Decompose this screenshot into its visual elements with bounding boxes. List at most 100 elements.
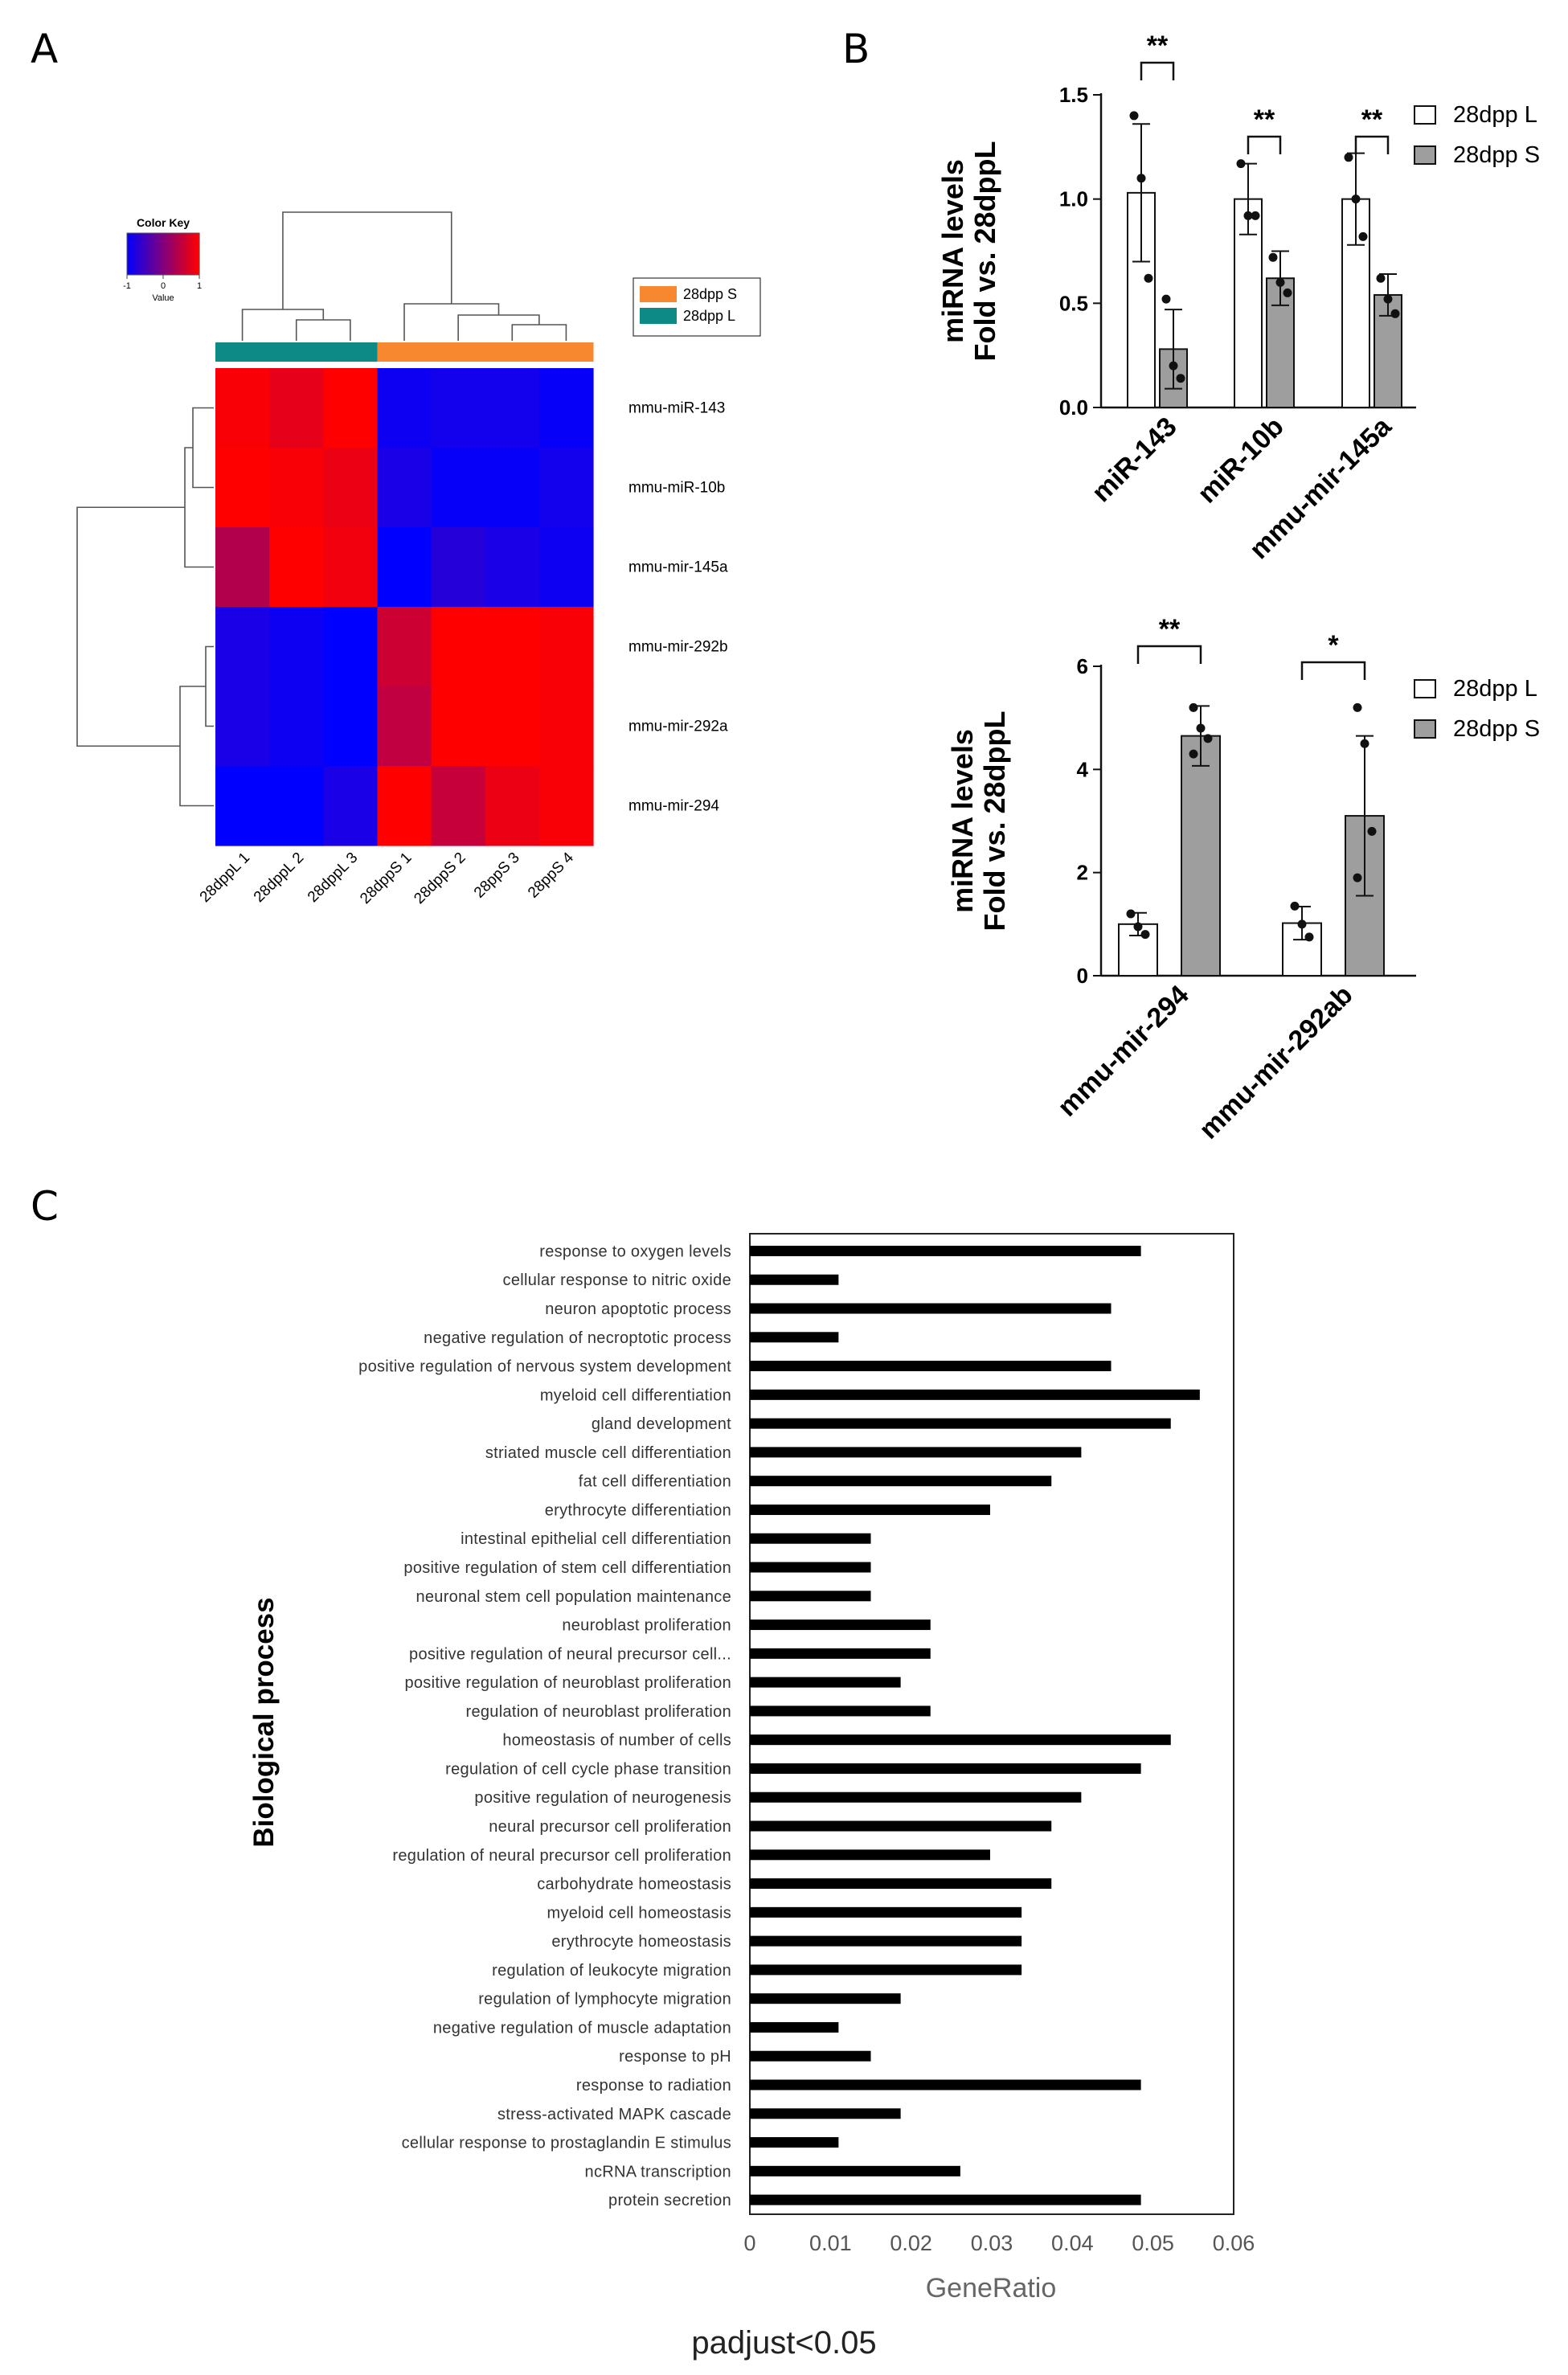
y-tick-label: 6 xyxy=(1077,654,1088,678)
panel-label-b: B xyxy=(842,26,870,72)
go-bar xyxy=(750,1734,1171,1746)
go-bar xyxy=(750,1791,1082,1803)
color-key-swatch xyxy=(172,233,174,275)
go-bar xyxy=(750,2108,901,2119)
data-point xyxy=(1344,153,1353,162)
heatmap-cell xyxy=(431,686,486,767)
color-key-swatch xyxy=(175,233,178,275)
heatmap-cell xyxy=(215,766,270,846)
data-point xyxy=(1169,361,1178,371)
color-key-swatch xyxy=(149,233,152,275)
data-point xyxy=(1136,174,1146,183)
significance-bracket xyxy=(1140,61,1175,80)
y-tick-label: 2 xyxy=(1077,861,1088,885)
heatmap-cell xyxy=(538,686,594,767)
go-term-label: response to oxygen levels xyxy=(539,1243,731,1260)
data-point xyxy=(1383,294,1393,304)
heatmap-cell xyxy=(215,368,270,448)
color-key-title: Color Key xyxy=(137,216,190,229)
row-dendrogram-branch xyxy=(179,686,214,807)
color-key-swatch xyxy=(137,233,139,275)
color-key-swatch xyxy=(182,233,184,275)
color-key-swatch xyxy=(164,233,166,275)
color-key-swatch xyxy=(154,233,157,275)
row-dendrogram-branch xyxy=(184,447,214,568)
heatmap-row-label: mmu-mir-294 xyxy=(628,798,719,815)
color-key-swatch xyxy=(145,233,147,275)
heatmap-cell xyxy=(269,607,324,687)
go-bar xyxy=(750,1274,839,1285)
heatmap-row-label: mmu-miR-143 xyxy=(628,400,725,417)
x-category-label: mmu-mir-294 xyxy=(1052,980,1195,1123)
x-tick-label: 0 xyxy=(743,2231,755,2255)
row-dendrogram-root xyxy=(76,506,185,747)
go-bar xyxy=(750,1705,931,1717)
heatmap-cell xyxy=(538,607,594,687)
color-key-swatch xyxy=(148,233,150,275)
legend-swatch xyxy=(1414,145,1436,165)
group-bar-segment xyxy=(377,342,432,362)
go-bar xyxy=(750,1361,1112,1372)
data-point xyxy=(1243,211,1253,220)
data-point xyxy=(1133,922,1143,932)
go-bar xyxy=(750,1964,1022,1976)
y-tick-label: 0.5 xyxy=(1059,291,1088,315)
color-key-swatch xyxy=(143,233,145,275)
heatmap-cell xyxy=(215,448,270,528)
heatmap-row-label: mmu-mir-292a xyxy=(628,719,728,735)
go-bar xyxy=(750,1245,1141,1256)
color-key-swatch xyxy=(135,233,137,275)
color-key-swatch xyxy=(146,233,149,275)
column-dendrogram-branch xyxy=(295,319,351,341)
data-point xyxy=(1297,919,1307,929)
go-term-label: erythrocyte differentiation xyxy=(545,1501,731,1519)
data-point xyxy=(1236,159,1246,169)
color-key-swatch xyxy=(133,233,136,275)
go-bar xyxy=(750,2137,839,2148)
color-key-swatch xyxy=(158,233,160,275)
heatmap-panel: Color Key -1 0 1 Value mmu-miR-143 mmu-miR-10b… xyxy=(76,211,761,907)
data-point xyxy=(1189,702,1198,712)
go-term-label: ncRNA transcription xyxy=(585,2163,731,2180)
color-key-swatch xyxy=(132,233,134,275)
padjust-footer: padjust<0.05 xyxy=(691,2325,877,2361)
y-axis-label: miRNA levels xyxy=(936,159,969,343)
color-key-swatch xyxy=(183,233,186,275)
go-term-label: positive regulation of neuroblast prolif… xyxy=(404,1674,731,1692)
heatmap-cell xyxy=(431,448,486,528)
heatmap-cell xyxy=(323,527,379,608)
go-term-label: neural precursor cell proliferation xyxy=(489,1818,731,1836)
color-key-swatch xyxy=(185,233,187,275)
data-point xyxy=(1129,111,1139,121)
go-term-label: erythrocyte homeostasis xyxy=(551,1933,731,1951)
data-point xyxy=(1196,723,1206,733)
go-bar xyxy=(750,1878,1052,1890)
heatmap-row-label: mmu-miR-10b xyxy=(628,480,725,497)
color-key-swatch xyxy=(193,233,195,275)
heatmap-cell xyxy=(377,368,432,448)
data-point xyxy=(1203,734,1213,743)
go-bar xyxy=(750,1677,901,1688)
go-term-label: stress-activated MAPK cascade xyxy=(497,2106,731,2123)
go-bar xyxy=(750,1935,1022,1947)
significance-bracket xyxy=(1354,135,1390,154)
heatmap-cell xyxy=(538,527,594,608)
mirna-bar-chart-bottom: 0 2 4 6 miRNA levels Fold vs. 28dppL ** mmu-mir… xyxy=(946,614,1540,1145)
go-term-label: neuron apoptotic process xyxy=(545,1300,731,1318)
heatmap-column-label: 28dppL 3 xyxy=(305,850,361,906)
go-bar xyxy=(750,1389,1200,1400)
column-dendrogram-branch xyxy=(457,314,540,341)
go-term-label: regulation of neuroblast proliferation xyxy=(466,1703,732,1721)
heatmap-cell xyxy=(215,527,270,608)
go-bar xyxy=(750,1648,931,1659)
go-bar xyxy=(750,2021,839,2033)
x-tick-label: 0.01 xyxy=(809,2231,852,2255)
y-tick-label: 1.5 xyxy=(1059,83,1088,107)
heatmap-cell xyxy=(323,368,379,448)
go-term-label: neuroblast proliferation xyxy=(562,1617,731,1635)
go-bar xyxy=(750,1332,839,1343)
color-key-swatch xyxy=(180,233,182,275)
color-key-swatch xyxy=(153,233,155,275)
heatmap-cell xyxy=(431,527,486,608)
